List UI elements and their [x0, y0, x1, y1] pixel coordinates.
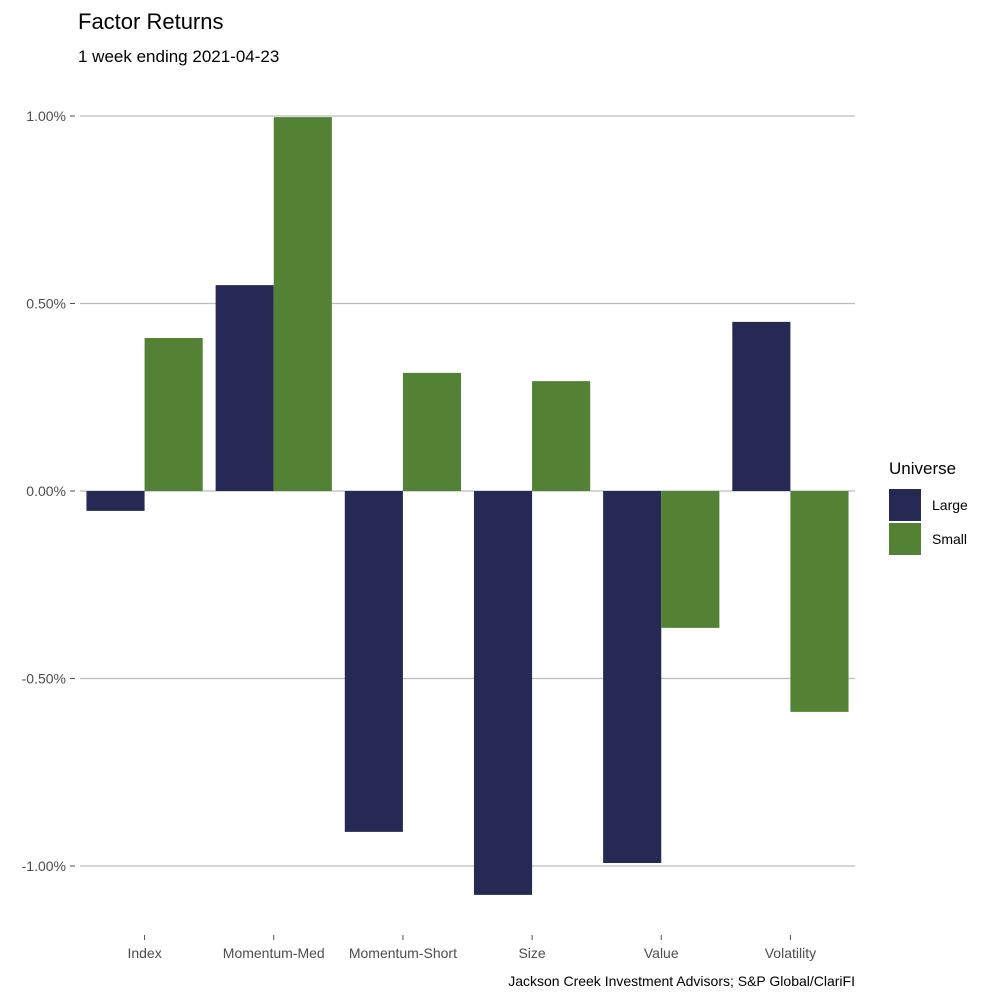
bar-large-index: [86, 491, 145, 511]
x-tick-label: Momentum-Short: [349, 945, 457, 961]
bar-small-volatility: [790, 491, 849, 712]
y-tick-label: 0.50%: [26, 296, 66, 312]
bar-small-value: [661, 491, 720, 628]
gridlines: [80, 115, 855, 867]
y-tick-label: 1.00%: [26, 108, 66, 124]
x-tick-label: Index: [127, 945, 161, 961]
x-tick-label: Value: [644, 945, 679, 961]
chart-subtitle: 1 week ending 2021-04-23: [78, 47, 279, 66]
y-tick-label: -1.00%: [22, 858, 66, 874]
legend-label-small: Small: [932, 531, 967, 547]
legend: Universe Large Small: [889, 459, 968, 555]
legend-title: Universe: [889, 459, 956, 478]
x-tick-label: Size: [518, 945, 545, 961]
bars: [86, 117, 849, 895]
chart-title: Factor Returns: [78, 9, 224, 34]
bar-large-volatility: [732, 321, 791, 491]
x-tick-label: Volatility: [765, 945, 816, 961]
legend-swatch-small: [889, 523, 921, 555]
y-tick-label: 0.00%: [26, 483, 66, 499]
bar-large-momentum-med: [215, 285, 274, 491]
bar-small-momentum-short: [402, 372, 462, 491]
legend-label-large: Large: [932, 497, 968, 513]
bar-large-value: [603, 491, 662, 863]
x-tick-label: Momentum-Med: [223, 945, 325, 961]
bar-small-momentum-med: [273, 117, 332, 491]
bar-large-size: [473, 491, 533, 895]
bar-small-index: [144, 338, 203, 491]
chart-caption: Jackson Creek Investment Advisors; S&P G…: [508, 973, 855, 989]
bar-small-size: [532, 381, 591, 491]
x-axis: Index Momentum-Med Momentum-Short Size Value…: [127, 935, 816, 961]
y-tick-label: -0.50%: [22, 671, 66, 687]
legend-swatch-large: [889, 489, 921, 521]
y-axis: -1.00% -0.50% 0.00% 0.50% 1.00%: [22, 108, 75, 874]
bar-large-momentum-short: [344, 491, 403, 832]
